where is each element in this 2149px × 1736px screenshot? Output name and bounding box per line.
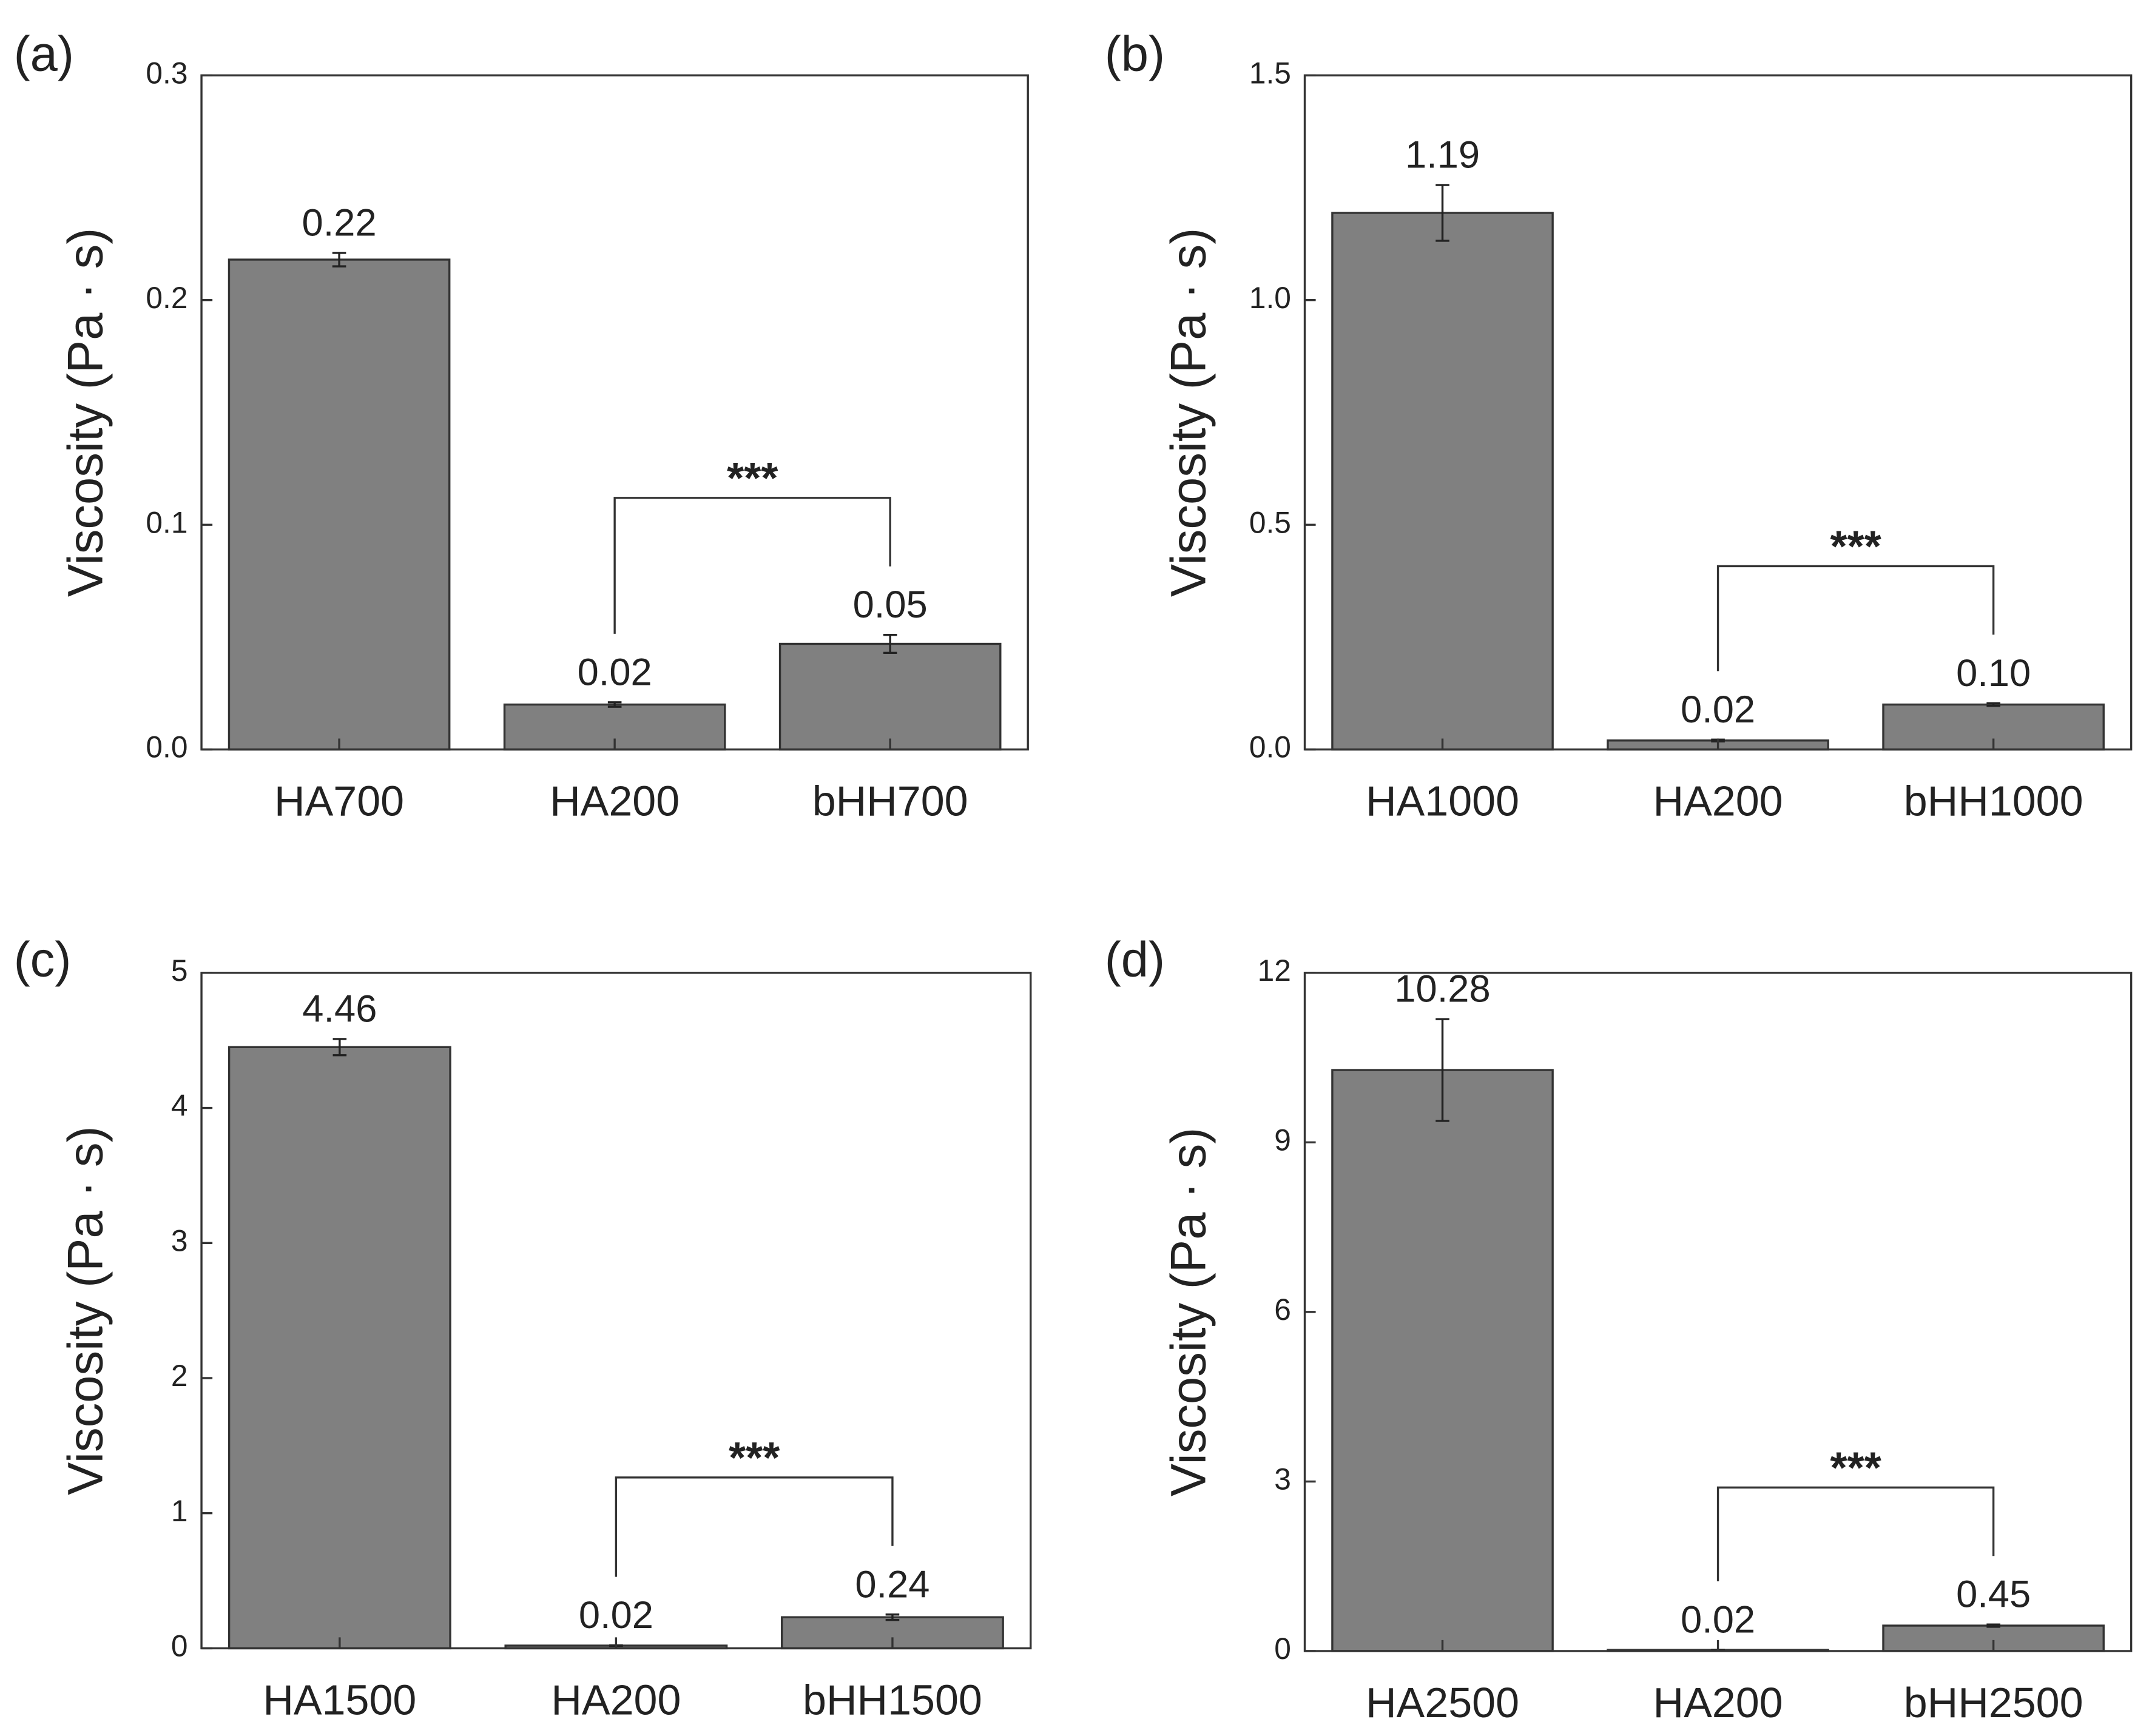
significance-label: *** <box>727 454 778 503</box>
y-tick-label: 0.0 <box>1249 730 1291 764</box>
bar <box>228 1046 451 1650</box>
significance-bracket <box>1716 565 1995 671</box>
y-axis-label: Viscosity (Pa · s) <box>58 228 113 597</box>
y-tick-label: 1 <box>171 1494 188 1528</box>
panel-label: (a) <box>14 26 74 81</box>
y-tick-label: 0 <box>171 1629 188 1663</box>
x-tick-label: HA700 <box>274 777 404 824</box>
plot-frame <box>200 972 1032 1650</box>
y-tick-label: 12 <box>1258 954 1291 987</box>
value-label: 1.19 <box>1405 134 1480 177</box>
y-tick-label: 3 <box>1274 1462 1291 1496</box>
x-tick-label: HA200 <box>550 777 680 824</box>
y-tick-label: 4 <box>171 1089 188 1123</box>
x-tick-label: bHH1000 <box>1904 777 2083 824</box>
y-tick-label: 1.0 <box>1249 281 1291 315</box>
significance-bracket <box>1716 1486 1995 1581</box>
value-label: 0.45 <box>1956 1573 2031 1616</box>
y-tick-label: 0.5 <box>1249 505 1291 539</box>
x-tick-label: bHH700 <box>812 777 968 824</box>
value-label: 0.02 <box>1681 1598 1755 1641</box>
x-tick-label: HA1500 <box>263 1676 416 1723</box>
plot-frame <box>1303 972 2133 1652</box>
significance-label: *** <box>729 1434 780 1482</box>
x-tick-label: HA200 <box>551 1676 681 1723</box>
significance-label: *** <box>1830 522 1881 571</box>
y-tick-label: 9 <box>1274 1123 1291 1157</box>
y-tick-label: 0.0 <box>146 730 187 764</box>
y-tick-label: 0.1 <box>146 505 187 539</box>
x-tick-label: bHH2500 <box>1904 1679 2083 1726</box>
x-tick-label: HA200 <box>1653 777 1783 824</box>
y-axis-label: Viscosity (Pa · s) <box>1161 1128 1216 1496</box>
value-label: 4.46 <box>302 987 377 1030</box>
value-label: 0.22 <box>302 201 377 244</box>
panel-label: (b) <box>1105 26 1165 81</box>
plot-frame <box>1303 74 2133 751</box>
y-tick-label: 6 <box>1274 1293 1291 1327</box>
x-tick-label: HA200 <box>1653 1679 1783 1726</box>
value-label: 0.24 <box>855 1563 929 1606</box>
y-tick-label: 0.3 <box>146 56 187 90</box>
plot-frame <box>200 74 1029 751</box>
y-axis-label: Viscosity (Pa · s) <box>58 1126 113 1495</box>
y-tick-label: 0 <box>1274 1632 1291 1666</box>
significance-bracket <box>613 497 891 634</box>
y-tick-label: 0.2 <box>146 281 187 315</box>
value-label: 10.28 <box>1394 968 1490 1011</box>
x-tick-label: HA1000 <box>1366 777 1519 824</box>
y-tick-label: 5 <box>171 954 188 987</box>
bar <box>228 258 451 751</box>
x-tick-label: bHH1500 <box>803 1676 982 1723</box>
y-tick-label: 3 <box>171 1223 188 1257</box>
bar <box>778 642 1002 751</box>
y-tick-label: 1.5 <box>1249 56 1291 90</box>
significance-bracket <box>615 1476 894 1577</box>
x-tick-label: HA2500 <box>1366 1679 1519 1726</box>
value-label: 0.02 <box>578 651 652 693</box>
value-label: 0.05 <box>853 584 928 626</box>
bar <box>1331 1069 1554 1652</box>
significance-label: *** <box>1830 1444 1881 1492</box>
value-label: 0.02 <box>579 1594 653 1637</box>
panel-label: (c) <box>14 932 72 987</box>
y-axis-label: Viscosity (Pa · s) <box>1161 228 1216 597</box>
panel-label: (d) <box>1105 932 1165 987</box>
value-label: 0.10 <box>1956 652 2031 695</box>
value-label: 0.02 <box>1681 688 1755 731</box>
y-tick-label: 2 <box>171 1359 188 1393</box>
bar <box>1331 212 1554 751</box>
